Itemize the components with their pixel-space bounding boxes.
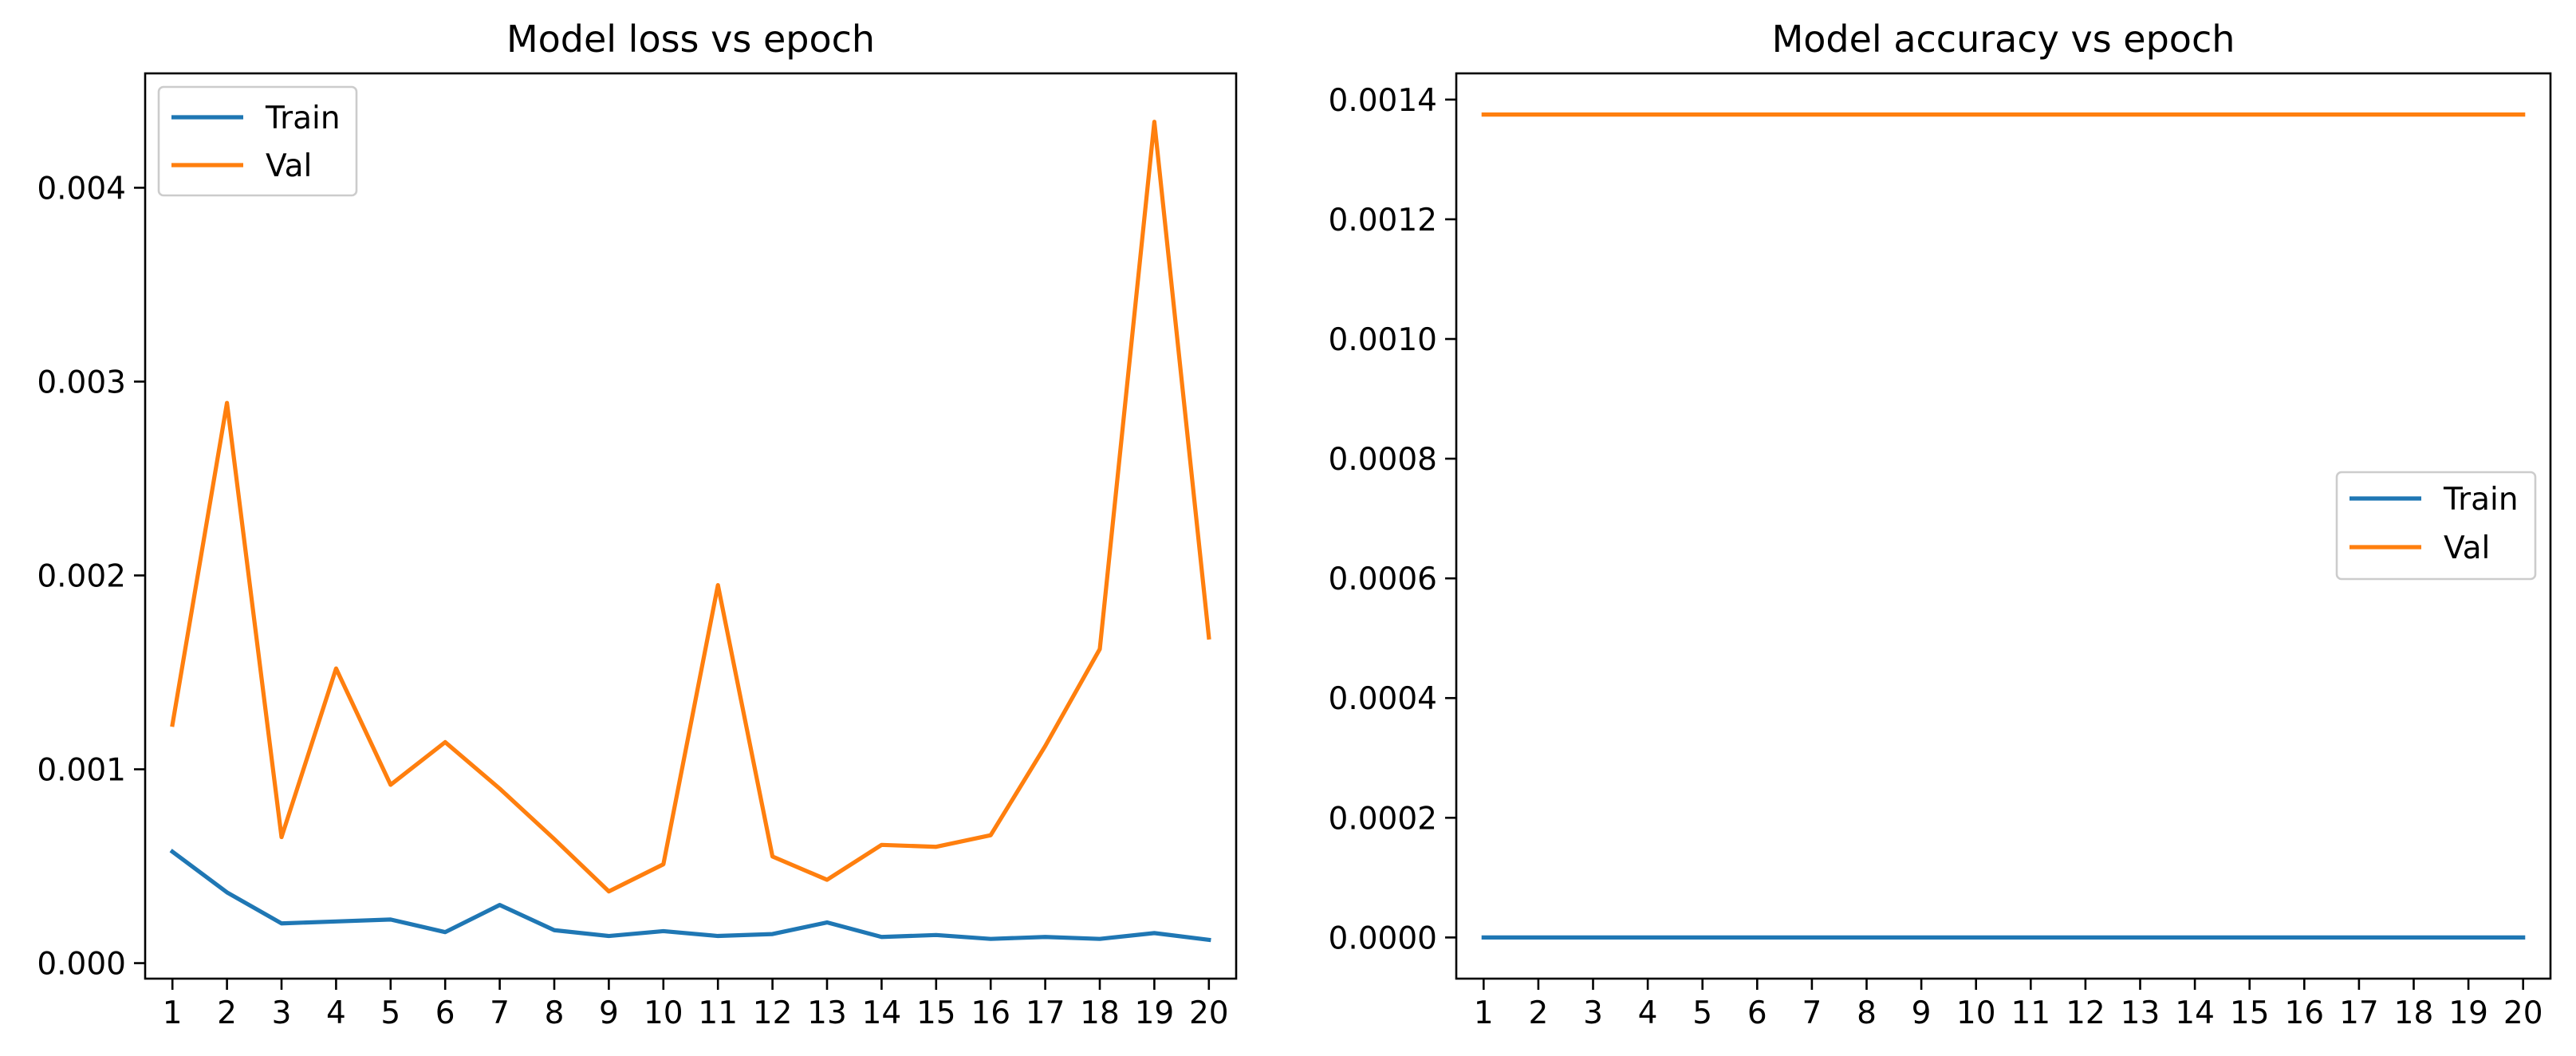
loss-chart-x-tick-label: 15 xyxy=(916,995,956,1031)
accuracy-chart-axes-frame xyxy=(1455,72,2552,980)
loss-chart-x-tick-label: 12 xyxy=(753,995,793,1031)
loss-chart-y-tick-label: 0.004 xyxy=(37,171,126,207)
accuracy-chart-x-tick-label: 7 xyxy=(1802,995,1822,1031)
loss-chart-x-tick-label: 19 xyxy=(1135,995,1175,1031)
loss-chart-legend-box xyxy=(157,85,358,197)
loss-chart-x-tick-label: 3 xyxy=(272,995,292,1031)
accuracy-chart-y-tick-label: 0.0008 xyxy=(1329,442,1437,478)
accuracy-chart-x-tick-label: 9 xyxy=(1912,995,1932,1031)
loss-chart-x-tick-label: 13 xyxy=(807,995,847,1031)
loss-chart-series-val-line xyxy=(170,120,1211,894)
loss-chart-legend-label-train: Train xyxy=(265,100,341,136)
loss-chart-x-tick-label: 1 xyxy=(163,995,183,1031)
accuracy-chart-x-tick-label: 16 xyxy=(2284,995,2324,1031)
loss-chart: Model loss vs epoch 1 2 3 4 5 6 7 8 9 10 11 12 13 14 1… xyxy=(37,18,1238,1031)
loss-chart-y-tick-label: 0.002 xyxy=(37,558,126,594)
accuracy-chart-legend-label-train: Train xyxy=(2443,482,2519,518)
loss-chart-x-tick-label: 6 xyxy=(435,995,455,1031)
accuracy-chart-x-tick-label: 15 xyxy=(2230,995,2270,1031)
accuracy-chart-x-tick-label: 2 xyxy=(1528,995,1548,1031)
accuracy-chart-x-tick-label: 13 xyxy=(2121,995,2160,1031)
loss-chart-legend: Train Val xyxy=(157,85,358,197)
accuracy-chart-y-tick-label: 0.0004 xyxy=(1329,681,1437,717)
accuracy-chart-x-tick-label: 4 xyxy=(1638,995,1658,1031)
accuracy-chart-x-tick-label: 5 xyxy=(1692,995,1712,1031)
loss-chart-x-tick-label: 16 xyxy=(971,995,1010,1031)
accuracy-chart-x-tick-label: 8 xyxy=(1857,995,1877,1031)
accuracy-chart-x-tick-label: 14 xyxy=(2175,995,2215,1031)
accuracy-chart-plot-area: 1 2 3 4 5 6 7 8 9 10 11 12 13 14 15 16 17 18 19 200.00000.0… xyxy=(1329,83,2543,1031)
loss-chart-x-tick-label: 18 xyxy=(1080,995,1120,1031)
accuracy-chart-x-tick-label: 6 xyxy=(1747,995,1767,1031)
loss-chart-axes-frame xyxy=(144,72,1238,980)
loss-chart-x-tick-label: 10 xyxy=(644,995,683,1031)
accuracy-chart-y-tick-label: 0.0014 xyxy=(1329,83,1437,119)
accuracy-chart-y-tick-label: 0.0006 xyxy=(1329,561,1437,597)
loss-chart-x-tick-label: 14 xyxy=(862,995,902,1031)
loss-chart-x-tick-label: 9 xyxy=(599,995,619,1031)
loss-chart-title: Model loss vs epoch xyxy=(506,18,875,61)
accuracy-chart-y-tick-label: 0.0012 xyxy=(1329,203,1437,238)
accuracy-chart-legend: Train Val xyxy=(2335,471,2537,581)
accuracy-chart-x-tick-label: 12 xyxy=(2066,995,2105,1031)
accuracy-chart-title: Model accuracy vs epoch xyxy=(1772,18,2235,61)
accuracy-chart-legend-label-val: Val xyxy=(2444,530,2490,566)
loss-chart-x-tick-label: 4 xyxy=(326,995,346,1031)
accuracy-chart-x-tick-label: 19 xyxy=(2448,995,2488,1031)
loss-chart-x-tick-label: 11 xyxy=(698,995,738,1031)
accuracy-chart-x-tick-label: 3 xyxy=(1583,995,1603,1031)
loss-chart-x-tick-label: 20 xyxy=(1189,995,1229,1031)
accuracy-chart-x-tick-label: 20 xyxy=(2503,995,2543,1031)
loss-chart-y-tick-label: 0.001 xyxy=(37,753,126,789)
accuracy-chart-y-tick-label: 0.0010 xyxy=(1329,322,1437,358)
loss-chart-x-tick-label: 17 xyxy=(1026,995,1065,1031)
accuracy-chart-x-tick-label: 10 xyxy=(1956,995,1996,1031)
accuracy-chart-x-tick-label: 18 xyxy=(2394,995,2434,1031)
loss-chart-x-tick-label: 2 xyxy=(217,995,237,1031)
loss-chart-y-tick-label: 0.000 xyxy=(37,947,126,983)
loss-chart-y-tick-label: 0.003 xyxy=(37,364,126,400)
accuracy-chart-y-tick-label: 0.0002 xyxy=(1329,801,1437,837)
accuracy-chart-x-tick-label: 11 xyxy=(2011,995,2050,1031)
loss-chart-series-train-line xyxy=(169,849,1211,943)
accuracy-chart-y-tick-label: 0.0000 xyxy=(1329,920,1437,956)
loss-chart-x-tick-label: 7 xyxy=(490,995,510,1031)
loss-chart-legend-label-val: Val xyxy=(266,148,312,184)
accuracy-chart-x-tick-label: 17 xyxy=(2339,995,2379,1031)
accuracy-chart: Model accuracy vs epoch 1 2 3 4 5 6 7 8 9 10 11 12 1… xyxy=(1329,18,2552,1031)
loss-chart-plot-area: 1 2 3 4 5 6 7 8 9 10 11 12 13 14 15 16 17 18 19 200.0000.00… xyxy=(37,120,1229,1031)
loss-chart-x-tick-label: 5 xyxy=(380,995,400,1031)
accuracy-chart-x-tick-label: 1 xyxy=(1474,995,1494,1031)
loss-chart-x-tick-label: 8 xyxy=(545,995,565,1031)
